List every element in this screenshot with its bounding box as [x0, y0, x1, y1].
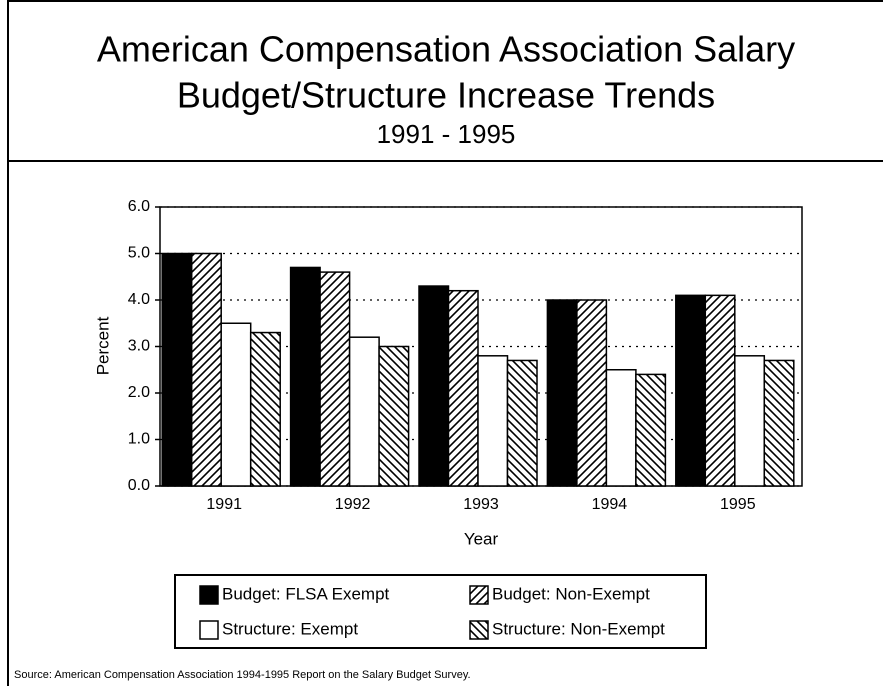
legend-swatch	[199, 585, 219, 605]
legend-label: Structure: Exempt	[222, 619, 358, 638]
x-tick-label: 1991	[206, 496, 242, 513]
y-tick-label: 6.0	[128, 198, 150, 215]
y-tick-label: 1.0	[128, 431, 150, 448]
bar	[190, 252, 222, 487]
y-tick-label: 5.0	[128, 245, 150, 262]
bar	[635, 373, 667, 487]
x-tick-label: 1994	[592, 496, 628, 513]
legend-label: Budget: Non-Exempt	[492, 584, 650, 603]
source-note: Source: American Compensation Associatio…	[14, 669, 471, 681]
bar	[546, 299, 578, 487]
bar	[447, 289, 479, 487]
x-tick-label: 1995	[720, 496, 756, 513]
bar	[161, 252, 193, 487]
legend-label: Structure: Non-Exempt	[492, 619, 665, 638]
bar	[348, 336, 380, 487]
legend-swatch	[469, 620, 489, 640]
bar	[605, 369, 637, 487]
y-axis-label: Percent	[93, 316, 112, 375]
chart-title: American Compensation Association Salary	[97, 29, 795, 70]
legend-label: Budget: FLSA Exempt	[222, 584, 390, 603]
bar	[249, 331, 281, 487]
bar	[734, 355, 766, 487]
legend-swatch	[199, 620, 219, 640]
chart-subtitle: 1991 - 1995	[377, 119, 516, 149]
y-tick-label: 4.0	[128, 291, 150, 308]
bar	[576, 299, 608, 487]
bar	[477, 355, 509, 487]
legend-swatch	[469, 585, 489, 605]
y-tick-label: 2.0	[128, 384, 150, 401]
chart-title: Budget/Structure Increase Trends	[177, 75, 715, 116]
x-tick-label: 1992	[335, 496, 371, 513]
bar	[418, 285, 450, 487]
bar	[378, 345, 410, 487]
x-axis-label: Year	[464, 529, 499, 548]
bar	[675, 294, 707, 487]
bar	[704, 294, 736, 487]
bar	[319, 271, 351, 487]
y-tick-label: 3.0	[128, 338, 150, 355]
bar	[220, 322, 252, 487]
legend-box	[174, 574, 707, 649]
bar	[289, 266, 321, 487]
y-tick-label: 0.0	[128, 477, 150, 494]
bar	[506, 359, 538, 487]
bar	[763, 359, 795, 487]
x-tick-label: 1993	[463, 496, 499, 513]
